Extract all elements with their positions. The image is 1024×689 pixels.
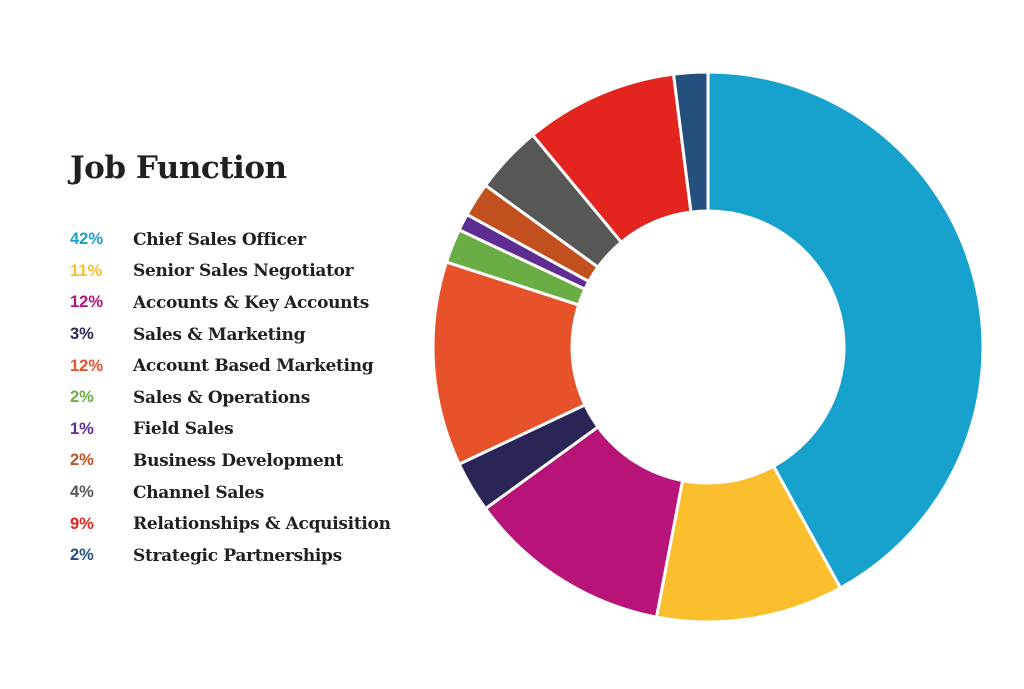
legend-item: 12% Accounts & Key Accounts bbox=[70, 287, 391, 319]
legend-label: Sales & Marketing bbox=[133, 324, 306, 345]
legend-label: Field Sales bbox=[133, 419, 234, 440]
legend-label: Business Development bbox=[133, 450, 343, 471]
chart-title: Job Function bbox=[70, 150, 287, 186]
legend-percent: 12% bbox=[70, 356, 104, 375]
legend-label: Accounts & Key Accounts bbox=[133, 292, 370, 313]
legend-item: 2% Business Development bbox=[70, 445, 391, 477]
legend-item: 42% Chief Sales Officer bbox=[70, 224, 391, 256]
legend-item: 2% Strategic Partnerships bbox=[70, 540, 391, 572]
legend-item: 12% Account Based Marketing bbox=[70, 350, 391, 382]
legend-item: 2% Sales & Operations bbox=[70, 382, 391, 414]
legend-label: Senior Sales Negotiator bbox=[133, 261, 354, 282]
legend-percent: 11% bbox=[70, 261, 103, 280]
legend-label: Chief Sales Officer bbox=[133, 229, 306, 250]
legend-item: 11% Senior Sales Negotiator bbox=[70, 256, 391, 288]
legend-label: Sales & Operations bbox=[133, 387, 310, 408]
legend-percent: 1% bbox=[70, 419, 94, 438]
legend-percent: 12% bbox=[70, 293, 104, 312]
legend-item: 3% Sales & Marketing bbox=[70, 319, 391, 351]
donut-slice bbox=[431, 260, 587, 467]
legend-percent: 2% bbox=[70, 388, 94, 407]
legend-item: 9% Relationships & Acquisition bbox=[70, 508, 391, 540]
donut-slice bbox=[706, 70, 985, 591]
legend-item: 1% Field Sales bbox=[70, 414, 391, 446]
legend-percent: 2% bbox=[70, 451, 94, 470]
legend-label: Strategic Partnerships bbox=[133, 545, 342, 566]
legend-label: Account Based Marketing bbox=[133, 356, 374, 377]
donut-slice bbox=[671, 70, 710, 214]
legend-percent: 3% bbox=[70, 325, 94, 344]
legend-item: 4% Channel Sales bbox=[70, 477, 391, 509]
legend-percent: 9% bbox=[70, 514, 94, 533]
legend-percent: 42% bbox=[70, 230, 104, 249]
legend-label: Channel Sales bbox=[133, 482, 265, 503]
chart-legend: 42% Chief Sales Officer 11% Senior Sales Ne… bbox=[70, 224, 391, 572]
legend-label: Relationships & Acquisition bbox=[133, 514, 391, 535]
legend-percent: 4% bbox=[70, 483, 94, 502]
legend-percent: 2% bbox=[70, 546, 94, 565]
